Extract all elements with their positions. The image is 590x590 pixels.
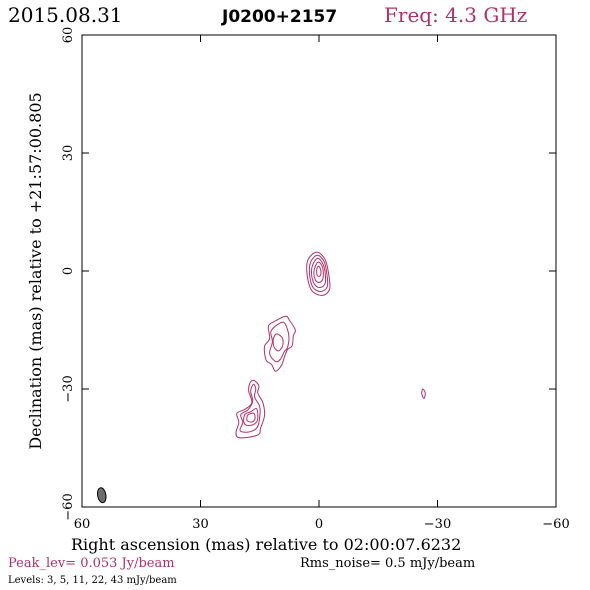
contour-line <box>308 254 329 292</box>
contour-line <box>313 261 324 283</box>
y-axis-label: Declination (mas) relative to +21:57:00.… <box>26 92 45 449</box>
source-name: J0200+2157 <box>221 7 337 27</box>
component-isolated-blob <box>421 388 426 399</box>
beam-ellipse <box>96 487 107 504</box>
component-jet-inner <box>263 315 296 372</box>
contour-line <box>239 383 261 433</box>
contour-line <box>263 315 296 372</box>
contour-line <box>316 265 322 277</box>
contour-line <box>269 321 290 363</box>
y-tick-label: 30 <box>61 145 76 162</box>
beam-layer <box>96 487 107 504</box>
contour-line <box>306 251 331 296</box>
y-tick-label: −60 <box>61 493 76 520</box>
y-axis-tick-labels: −60 −30 0 30 60 <box>61 27 76 521</box>
x-axis-label: Right ascension (mas) relative to 02:00:… <box>71 535 461 554</box>
x-axis-tick-labels: 60 30 0 −30 −60 <box>74 517 570 532</box>
component-jet-outer <box>235 379 266 439</box>
frequency-label: Freq: 4.3 GHz <box>384 3 527 27</box>
x-tick-label: 60 <box>74 517 91 532</box>
contour-layer <box>235 251 426 439</box>
contour-line <box>272 333 284 352</box>
x-tick-label: −30 <box>424 517 451 532</box>
x-tick-label: −60 <box>542 517 569 532</box>
contour-line <box>235 379 266 439</box>
y-tick-label: 60 <box>61 27 76 44</box>
contour-line <box>246 412 256 423</box>
observation-date: 2015.08.31 <box>8 3 123 27</box>
plot-frame <box>81 34 557 508</box>
component-core <box>306 251 331 296</box>
contour-line <box>243 407 259 427</box>
x-tick-label: 0 <box>315 517 323 532</box>
contour-line <box>310 257 327 289</box>
y-axis-ticks <box>82 34 556 508</box>
y-tick-label: −30 <box>61 375 76 402</box>
rms-noise: Rms_noise= 0.5 mJy/beam <box>300 556 475 571</box>
x-axis-ticks <box>81 35 557 507</box>
x-tick-label: 30 <box>192 517 209 532</box>
contour-line <box>421 388 426 399</box>
peak-level: Peak_lev= 0.053 Jy/beam <box>8 556 175 571</box>
contour-levels: Levels: 3, 5, 11, 22, 43 mJy/beam <box>8 575 177 586</box>
y-tick-label: 0 <box>61 267 76 275</box>
